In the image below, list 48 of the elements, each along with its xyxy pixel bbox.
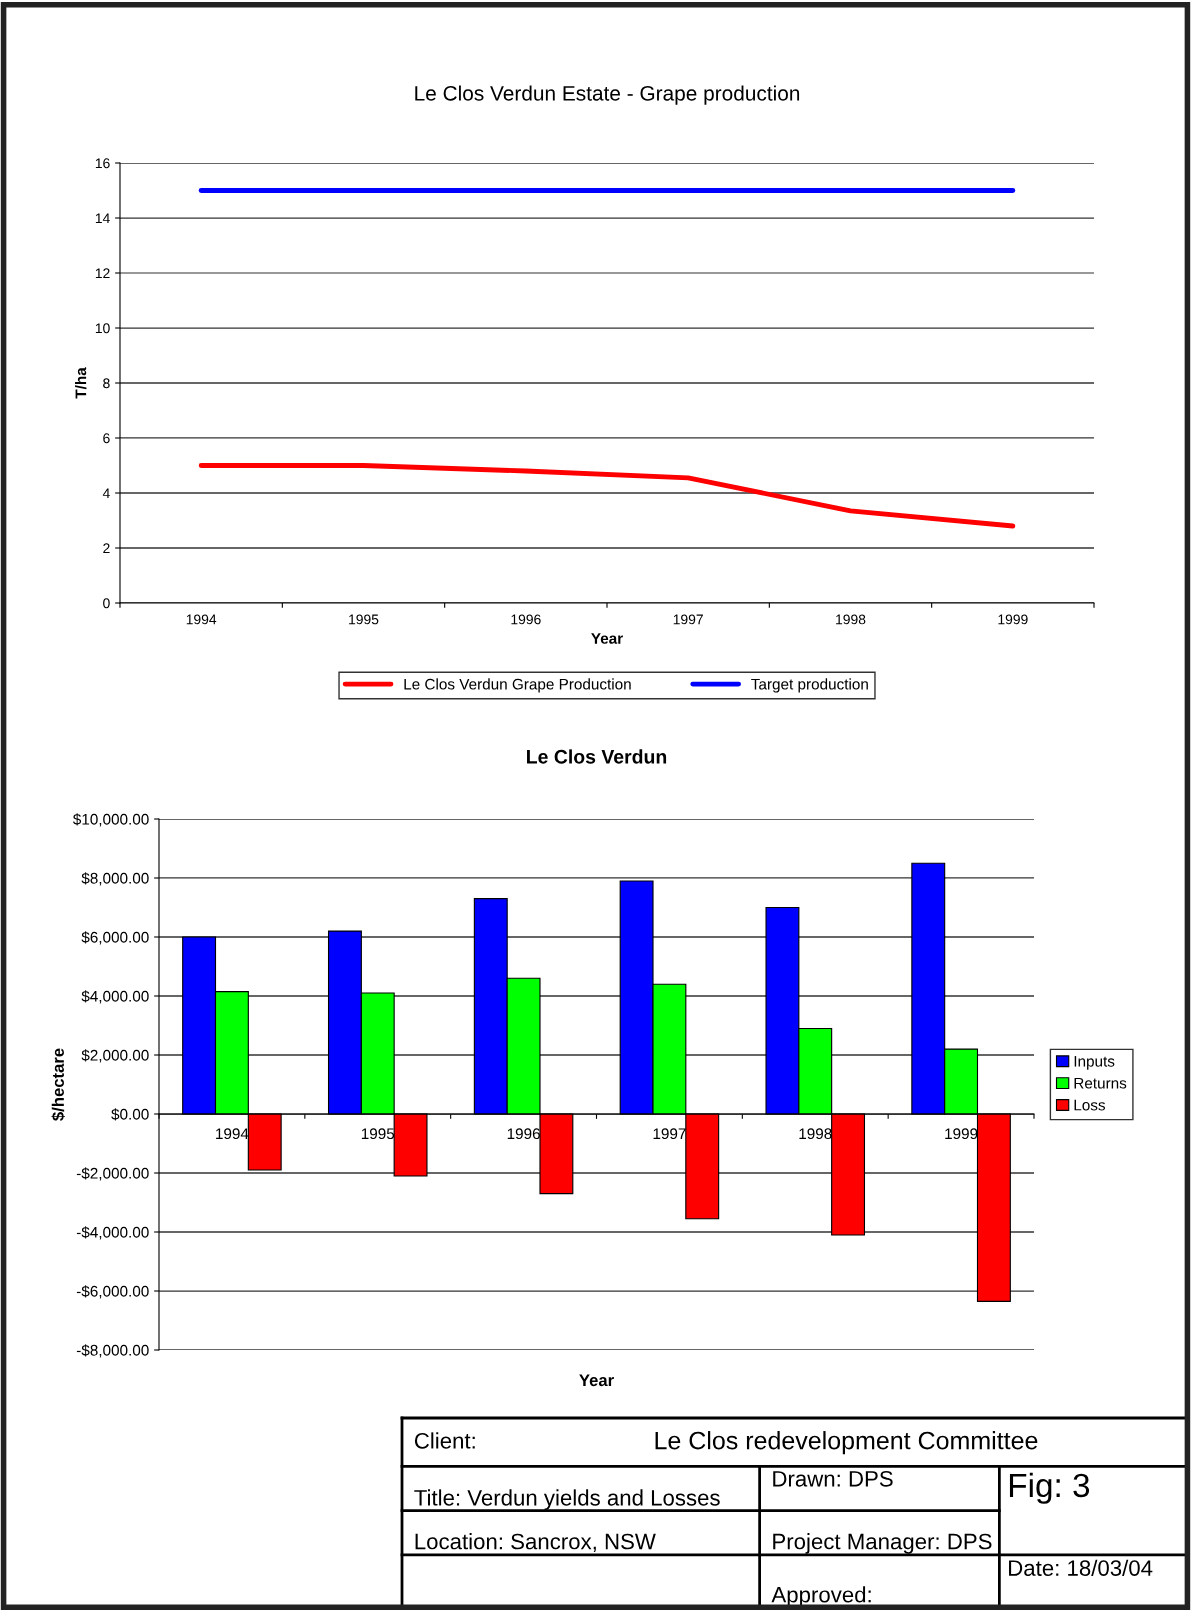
text: Location: Sancrox, NSW [415, 1533, 656, 1552]
y-tick-label: 0 [103, 598, 110, 609]
y-tick-label: -$2,000.00 [76, 1167, 149, 1181]
x-tick-label: 1999 [998, 614, 1028, 625]
chart-title: Le Clos Verdun [527, 749, 667, 764]
legend-label: Target production [751, 678, 868, 693]
y-tick-label: $0.00 [111, 1108, 149, 1121]
y-tick-label: 14 [95, 213, 110, 224]
y-tick-label: 16 [95, 158, 110, 169]
y-tick-label: $2,000.00 [81, 1049, 149, 1063]
x-tick-label: 1996 [511, 614, 541, 625]
text: Project Manager: DPS [773, 1533, 992, 1554]
text: Approved: [771, 1586, 871, 1607]
y-tick-label: 10 [95, 323, 110, 334]
text: Client: [414, 1432, 475, 1449]
legend-label: Returns [1074, 1077, 1127, 1089]
y-tick-label: -$6,000.00 [76, 1285, 149, 1299]
x-tick-label: 1999 [945, 1128, 978, 1140]
y-tick-label: -$8,000.00 [76, 1344, 149, 1358]
y-tick-label: 4 [102, 488, 110, 499]
y-tick-label: $10,000.00 [72, 813, 149, 827]
y-tick-label: $8,000.00 [81, 872, 149, 886]
legend-label: Loss [1074, 1099, 1106, 1111]
x-tick-label: 1995 [361, 1128, 395, 1140]
y-tick-label: 8 [103, 378, 110, 389]
y-tick-label: 12 [95, 268, 110, 279]
x-tick-label: 1994 [186, 614, 217, 625]
x-tick-label: 1997 [673, 614, 703, 625]
x-tick-label: 1995 [349, 614, 379, 625]
y-tick-label: -$4,000.00 [76, 1226, 149, 1240]
y-tick-label: $4,000.00 [81, 990, 149, 1004]
y-tick-label: 2 [103, 543, 110, 554]
legend-label: Inputs [1074, 1056, 1115, 1070]
text: Title: Verdun yields and Losses [414, 1489, 720, 1511]
text: Date: 18/03/04 [1009, 1559, 1153, 1576]
y-tick-label: 6 [103, 433, 110, 444]
y-tick-label: $6,000.00 [81, 931, 149, 945]
x-axis-title: Year [579, 1374, 614, 1387]
y-axis-title: T/ha [75, 367, 87, 399]
chart-title: Le Clos Verdun Estate - Grape production [415, 85, 800, 105]
x-axis-title: Year [591, 633, 623, 644]
text: Drawn: DPS [773, 1470, 893, 1487]
line-series [198, 463, 1016, 529]
text: Le Clos redevelopment Committee [655, 1431, 1038, 1455]
y-axis-title: $/hectare [51, 1048, 66, 1121]
text: Fig: 3 [1009, 1472, 1090, 1504]
x-tick-label: 1998 [836, 614, 866, 625]
legend-label: Le Clos Verdun Grape Production [404, 678, 631, 693]
